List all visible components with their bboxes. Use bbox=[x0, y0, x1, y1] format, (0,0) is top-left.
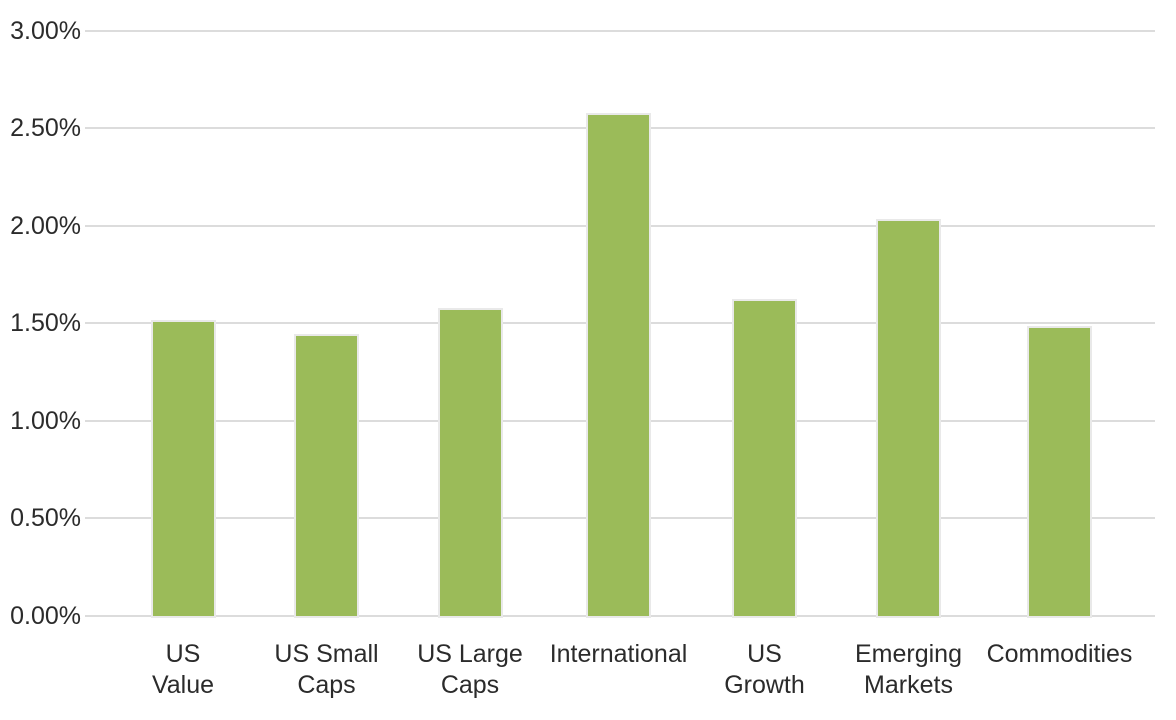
bar-us-large-caps bbox=[439, 310, 501, 617]
y-axis-tick-label: 1.50% bbox=[10, 309, 81, 337]
gridline bbox=[85, 29, 1155, 32]
category-label: Commodities bbox=[986, 640, 1133, 668]
y-axis-tick-label: 0.00% bbox=[10, 601, 81, 630]
y-axis-tick-label: 1.00% bbox=[10, 406, 81, 435]
bar-us-small-caps bbox=[296, 335, 357, 617]
category-label: US Growth bbox=[724, 640, 805, 699]
bar-emerging-markets bbox=[878, 220, 939, 617]
category-label: US Value bbox=[151, 640, 215, 699]
bar-us-value bbox=[152, 322, 214, 617]
category-label: US Small Caps bbox=[274, 640, 379, 699]
y-axis-tick-label: 2.00% bbox=[10, 211, 81, 240]
bar-international bbox=[588, 115, 649, 617]
y-axis-tick-label: 0.50% bbox=[10, 504, 81, 532]
category-label: US Large Caps bbox=[417, 640, 523, 699]
category-label: Emerging Markets bbox=[855, 640, 962, 699]
bar-commodities bbox=[1029, 327, 1090, 617]
bar-us-growth bbox=[734, 300, 795, 617]
y-axis-tick-label: 3.00% bbox=[10, 16, 81, 45]
y-axis-tick-label: 2.50% bbox=[10, 114, 81, 142]
category-label: International bbox=[549, 640, 688, 668]
